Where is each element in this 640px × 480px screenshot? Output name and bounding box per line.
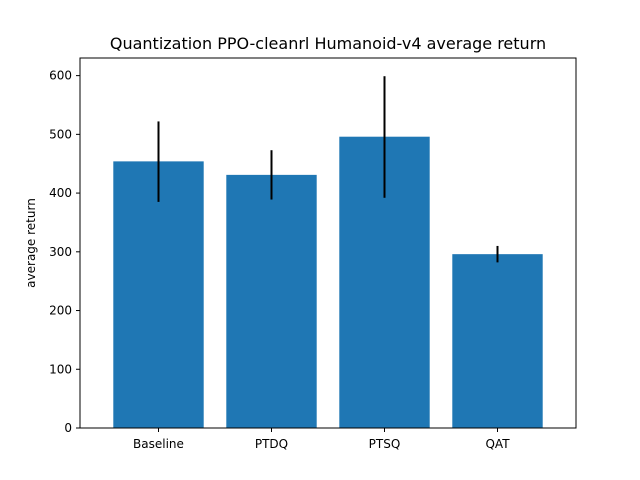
x-axis: Baseline PTDQ PTSQ QAT: [133, 428, 510, 451]
x-tick-label-ptdq: PTDQ: [255, 437, 288, 451]
x-tick-label-baseline: Baseline: [133, 437, 184, 451]
plot-frame: [79, 57, 577, 429]
x-tick-label-ptsq: PTSQ: [369, 437, 401, 451]
y-axis: 0 100 200 300 400 500 600: [49, 69, 80, 435]
y-tick-label-200: 200: [49, 304, 72, 318]
y-tick-label-600: 600: [49, 69, 72, 83]
chart-title: Quantization PPO-cleanrl Humanoid-v4 ave…: [110, 34, 546, 53]
y-tick-label-300: 300: [49, 245, 72, 259]
y-tick-label-0: 0: [64, 421, 72, 435]
bars-group: [113, 136, 543, 428]
bar-baseline: [113, 161, 204, 428]
error-bars-group: [157, 76, 499, 263]
y-tick-label-100: 100: [49, 362, 72, 376]
x-tick-label-qat: QAT: [485, 437, 510, 451]
y-tick-label-400: 400: [49, 186, 72, 200]
bar-ptdq: [226, 174, 317, 428]
y-axis-label: average return: [24, 198, 38, 288]
bar-qat: [452, 254, 543, 428]
y-tick-label-500: 500: [49, 127, 72, 141]
